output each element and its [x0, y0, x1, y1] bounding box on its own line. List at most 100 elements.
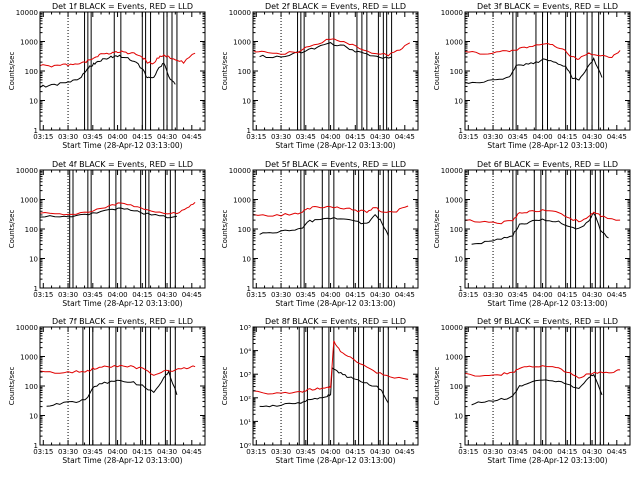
x-tick-label: 04:45 [395, 291, 415, 299]
y-tick-label: 10000 [229, 9, 251, 17]
y-tick-label: 1000 [233, 39, 251, 47]
chart-title: Det 9f BLACK = Events, RED = LLD [477, 317, 618, 326]
y-tick-label: 10000 [229, 167, 251, 175]
y-tick-label: 10³ [239, 371, 251, 379]
x-tick-label: 04:45 [607, 133, 627, 141]
x-tick-label: 03:30 [58, 133, 78, 141]
x-tick-label: 04:30 [582, 133, 602, 141]
x-axis-label: Start Time (28-Apr-12 03:13:00) [62, 141, 182, 150]
lld-series-line [464, 365, 621, 379]
plot-frame [252, 169, 419, 289]
x-tick-label: 03:45 [296, 133, 316, 141]
plot-frame [464, 326, 631, 446]
y-tick-label: 100 [238, 68, 251, 76]
lld-series-line [39, 202, 196, 216]
x-tick-label: 03:30 [58, 291, 78, 299]
lld-series-line [252, 205, 409, 217]
x-tick-label: 04:00 [320, 133, 340, 141]
x-tick-label: 04:15 [345, 133, 365, 141]
x-tick-label: 04:30 [157, 291, 177, 299]
x-tick-label: 03:15 [246, 133, 266, 141]
chart-title: Det 4f BLACK = Events, RED = LLD [52, 160, 193, 169]
y-tick-label: 10 [29, 256, 38, 264]
y-tick-label: 10000 [16, 167, 38, 175]
x-tick-label: 04:00 [320, 448, 340, 456]
y-axis-label: Counts/sec [221, 367, 229, 406]
x-tick-label: 03:45 [508, 448, 528, 456]
plot-frame [252, 11, 419, 131]
lld-series-line [39, 50, 196, 68]
x-tick-label: 04:00 [107, 448, 127, 456]
chart-title: Det 2f BLACK = Events, RED = LLD [265, 2, 406, 11]
x-tick-label: 03:30 [58, 448, 78, 456]
x-axis-label: Start Time (28-Apr-12 03:13:00) [275, 141, 395, 150]
x-tick-label: 04:45 [182, 291, 202, 299]
x-tick-label: 03:15 [33, 448, 53, 456]
y-tick-label: 1000 [20, 39, 38, 47]
y-tick-label: 1 [247, 127, 251, 135]
y-axis-label: Counts/sec [8, 210, 16, 249]
plot-frame [39, 169, 206, 289]
x-axis-label: Start Time (28-Apr-12 03:13:00) [487, 456, 607, 465]
x-tick-label: 03:45 [83, 448, 103, 456]
x-tick-label: 04:45 [182, 133, 202, 141]
x-tick-label: 04:00 [107, 133, 127, 141]
y-axis-label: Counts/sec [221, 52, 229, 91]
lld-series-line [39, 364, 196, 376]
x-tick-label: 03:45 [508, 133, 528, 141]
y-tick-label: 100 [238, 226, 251, 234]
x-axis-label: Start Time (28-Apr-12 03:13:00) [275, 299, 395, 308]
x-tick-label: 03:45 [296, 448, 316, 456]
y-tick-label: 1000 [20, 354, 38, 362]
y-axis-label: Counts/sec [221, 210, 229, 249]
events-series-line [464, 56, 603, 84]
plot-frame [464, 169, 631, 289]
y-tick-label: 10000 [441, 9, 463, 17]
lld-series-line [252, 38, 411, 57]
x-axis-label: Start Time (28-Apr-12 03:13:00) [487, 141, 607, 150]
chart-title: Det 3f BLACK = Events, RED = LLD [477, 2, 618, 11]
x-tick-label: 03:30 [271, 133, 291, 141]
x-tick-label: 03:30 [483, 133, 503, 141]
y-tick-label: 1000 [20, 197, 38, 205]
y-tick-label: 100 [25, 226, 38, 234]
x-tick-label: 04:45 [395, 133, 415, 141]
x-tick-label: 04:00 [320, 291, 340, 299]
x-tick-label: 04:00 [532, 133, 552, 141]
y-tick-label: 100 [450, 68, 463, 76]
x-tick-label: 04:30 [370, 448, 390, 456]
plot-frame [252, 326, 419, 446]
y-tick-label: 10000 [441, 324, 463, 332]
x-tick-label: 03:30 [271, 291, 291, 299]
x-tick-label: 03:45 [296, 291, 316, 299]
x-tick-label: 04:30 [582, 448, 602, 456]
y-tick-label: 10000 [16, 9, 38, 17]
x-tick-label: 03:45 [83, 291, 103, 299]
y-tick-label: 10⁵ [239, 324, 251, 332]
y-tick-label: 100 [25, 68, 38, 76]
events-series-line [259, 213, 389, 236]
x-tick-label: 03:30 [271, 448, 291, 456]
x-tick-label: 04:00 [107, 291, 127, 299]
y-tick-label: 10000 [441, 167, 463, 175]
x-tick-label: 04:30 [370, 291, 390, 299]
x-tick-label: 04:30 [157, 133, 177, 141]
y-tick-label: 10⁴ [239, 348, 251, 356]
x-tick-label: 04:45 [182, 448, 202, 456]
chart-title: Det 7f BLACK = Events, RED = LLD [52, 317, 193, 326]
chart-title: Det 6f BLACK = Events, RED = LLD [477, 160, 618, 169]
y-tick-label: 1 [34, 442, 38, 450]
events-series-line [39, 54, 176, 88]
x-tick-label: 03:15 [458, 291, 478, 299]
x-tick-label: 04:15 [345, 448, 365, 456]
y-tick-label: 1 [34, 285, 38, 293]
y-tick-label: 1 [34, 127, 38, 135]
x-tick-label: 03:15 [246, 448, 266, 456]
events-series-line [259, 366, 389, 408]
y-tick-label: 1000 [445, 39, 463, 47]
x-tick-label: 04:15 [345, 291, 365, 299]
x-tick-label: 04:15 [557, 291, 577, 299]
x-axis-label: Start Time (28-Apr-12 03:13:00) [62, 299, 182, 308]
